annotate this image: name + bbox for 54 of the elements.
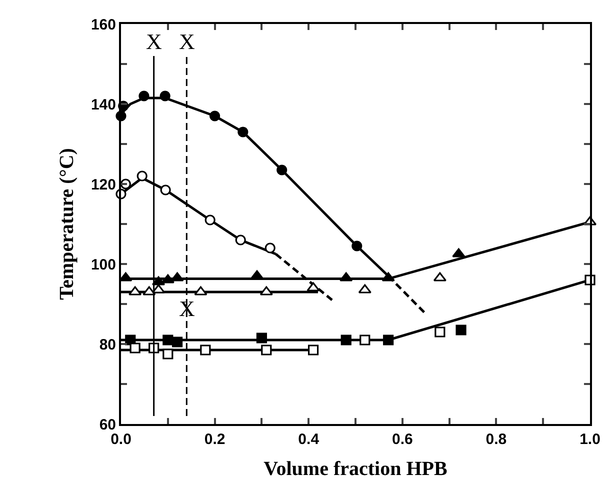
point bbox=[358, 284, 372, 294]
point bbox=[128, 286, 142, 296]
x-tick-label: 1.0 bbox=[580, 431, 600, 448]
point bbox=[160, 184, 171, 196]
point bbox=[308, 344, 319, 356]
point bbox=[383, 334, 394, 346]
point bbox=[256, 332, 267, 344]
y-tick-label: 100 bbox=[90, 256, 116, 274]
point bbox=[235, 234, 246, 246]
point bbox=[119, 272, 132, 282]
y-axis-title: Temperature (°C) bbox=[56, 148, 78, 300]
ref-line-label: X bbox=[179, 29, 195, 54]
y-tick-label: 140 bbox=[90, 96, 116, 114]
point bbox=[452, 248, 466, 258]
x-tick-label: 0.0 bbox=[110, 431, 132, 448]
point bbox=[194, 286, 208, 296]
x-tick-label: 0.6 bbox=[392, 431, 413, 448]
x-axis-title: Volume fraction HPB bbox=[264, 458, 448, 480]
x-tick-label: 0.8 bbox=[486, 431, 507, 448]
point bbox=[162, 334, 174, 346]
point bbox=[238, 126, 248, 138]
point bbox=[434, 326, 446, 338]
point bbox=[306, 282, 320, 292]
point bbox=[204, 214, 216, 226]
point bbox=[210, 110, 220, 122]
y-tick-label: 120 bbox=[90, 176, 116, 194]
point bbox=[360, 334, 370, 346]
x-tick-label: 0.2 bbox=[204, 431, 226, 448]
point bbox=[276, 164, 288, 176]
point bbox=[261, 344, 272, 356]
ref-line-label: X bbox=[146, 29, 162, 54]
point bbox=[138, 90, 150, 102]
point bbox=[382, 272, 395, 282]
point bbox=[260, 286, 273, 296]
point bbox=[264, 242, 276, 254]
point bbox=[161, 274, 174, 284]
point bbox=[160, 90, 170, 102]
point bbox=[170, 272, 184, 282]
point bbox=[456, 324, 466, 336]
point bbox=[142, 286, 156, 296]
point bbox=[162, 348, 174, 360]
point bbox=[352, 240, 362, 252]
point bbox=[200, 344, 211, 356]
point bbox=[130, 342, 140, 354]
point bbox=[340, 334, 352, 346]
point bbox=[172, 336, 183, 348]
point bbox=[433, 272, 446, 282]
x-tick-label: 0.4 bbox=[298, 431, 320, 448]
point bbox=[136, 170, 148, 182]
y-tick-label: 160 bbox=[90, 16, 116, 34]
point bbox=[340, 272, 353, 282]
y-tick-label: 60 bbox=[99, 416, 116, 434]
annotation: X bbox=[179, 296, 195, 321]
y-tick-label: 80 bbox=[99, 336, 116, 354]
